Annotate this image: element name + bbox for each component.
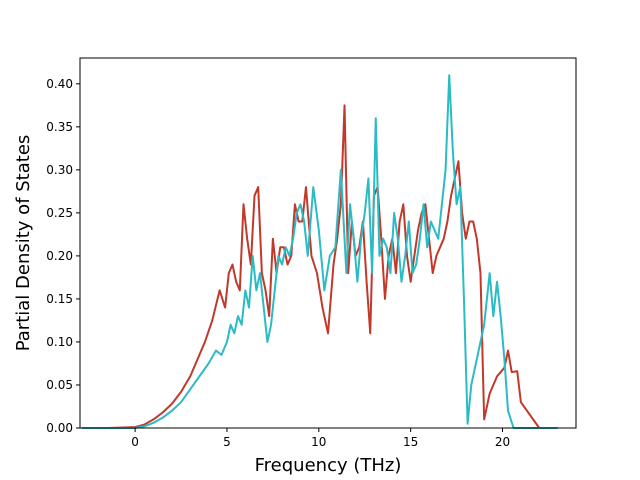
y-tick-label: 0.30 — [46, 163, 73, 177]
y-tick-label: 0.20 — [46, 249, 73, 263]
x-axis-label: Frequency (THz) — [255, 455, 402, 476]
x-axis-ticks: 0 5 10 15 20 — [131, 428, 510, 449]
x-tick-label: 15 — [403, 435, 418, 449]
x-tick-label: 10 — [311, 435, 326, 449]
plot-lines — [81, 74, 558, 429]
series-2-line — [81, 74, 558, 429]
x-tick-label: 5 — [223, 435, 231, 449]
y-tick-label: 0.10 — [46, 335, 73, 349]
x-tick-label: 0 — [131, 435, 139, 449]
y-tick-label: 0.00 — [46, 421, 73, 435]
y-tick-label: 0.05 — [46, 378, 73, 392]
y-tick-label: 0.35 — [46, 120, 73, 134]
y-axis-label: Partial Density of States — [13, 135, 34, 352]
y-tick-label: 0.40 — [46, 77, 73, 91]
y-axis-ticks: 0.00 0.05 0.10 0.15 0.20 0.25 0.30 0.35 0.40 — [46, 77, 80, 435]
y-tick-label: 0.15 — [46, 292, 73, 306]
x-tick-label: 20 — [495, 435, 510, 449]
axes-frame — [79, 57, 577, 429]
y-tick-label: 0.25 — [46, 206, 73, 220]
